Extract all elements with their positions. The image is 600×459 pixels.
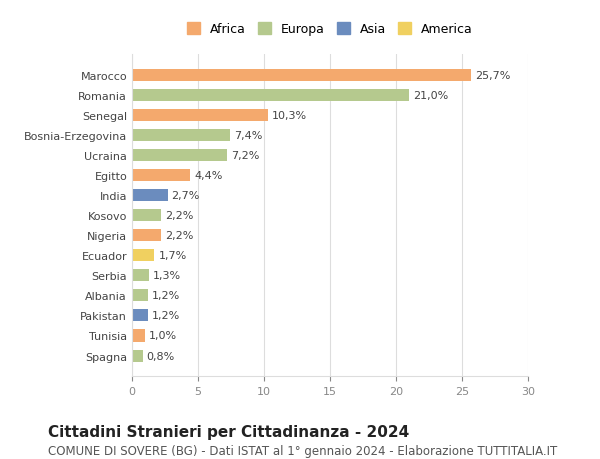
Text: 0,8%: 0,8% [146,351,175,361]
Bar [132,190,167,202]
Text: 2,2%: 2,2% [165,211,193,221]
Text: Cittadini Stranieri per Cittadinanza - 2024: Cittadini Stranieri per Cittadinanza - 2… [48,425,409,440]
Text: 2,2%: 2,2% [165,231,193,241]
Bar [132,150,227,162]
Text: 21,0%: 21,0% [413,91,448,101]
Text: 1,2%: 1,2% [152,311,180,321]
Bar [132,270,149,282]
Text: 7,2%: 7,2% [231,151,259,161]
Bar [132,290,148,302]
Bar [132,110,268,122]
Text: 1,2%: 1,2% [152,291,180,301]
Bar [132,250,154,262]
Text: 10,3%: 10,3% [272,111,307,121]
Text: 7,4%: 7,4% [233,131,262,141]
Bar [132,210,161,222]
Text: 1,7%: 1,7% [158,251,187,261]
Bar [132,130,230,142]
Text: 1,3%: 1,3% [153,271,181,281]
Bar [132,330,145,342]
Text: 2,7%: 2,7% [172,191,200,201]
Legend: Africa, Europa, Asia, America: Africa, Europa, Asia, America [184,20,476,40]
Text: COMUNE DI SOVERE (BG) - Dati ISTAT al 1° gennaio 2024 - Elaborazione TUTTITALIA.: COMUNE DI SOVERE (BG) - Dati ISTAT al 1°… [48,444,557,457]
Bar [132,350,143,362]
Bar [132,70,471,82]
Bar [132,230,161,242]
Text: 4,4%: 4,4% [194,171,223,181]
Text: 1,0%: 1,0% [149,331,177,341]
Text: 25,7%: 25,7% [475,71,511,81]
Bar [132,310,148,322]
Bar [132,90,409,102]
Bar [132,170,190,182]
